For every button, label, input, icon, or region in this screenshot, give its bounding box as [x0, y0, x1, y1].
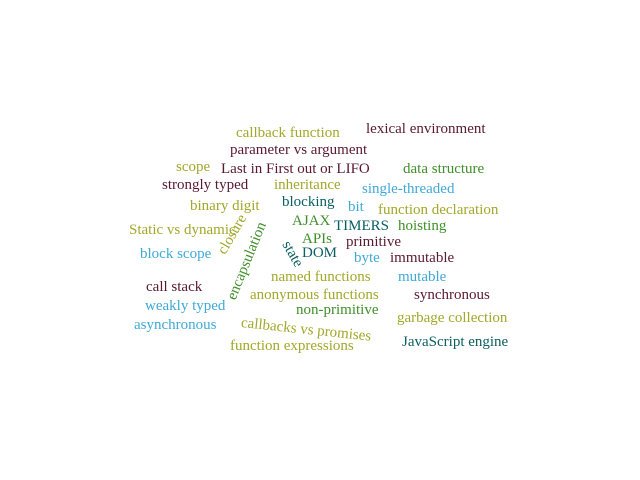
- word-parameter-vs-argument: parameter vs argument: [230, 142, 368, 158]
- word-block-scope: block scope: [140, 246, 212, 262]
- word-hoisting: hoisting: [398, 218, 447, 234]
- word-single-threaded: single-threaded: [362, 181, 455, 197]
- word-apis: APIs: [302, 231, 333, 247]
- word-ajax: AJAX: [292, 213, 331, 229]
- word-mutable: mutable: [398, 269, 447, 285]
- word-inheritance: inheritance: [274, 177, 341, 193]
- word-function-expressions: function expressions: [230, 338, 354, 354]
- word-lifo: Last in First out or LIFO: [221, 161, 370, 177]
- word-lexical-environment: lexical environment: [366, 121, 486, 137]
- word-scope: scope: [176, 159, 211, 175]
- word-garbage-collection: garbage collection: [397, 310, 508, 326]
- word-byte: byte: [354, 250, 380, 266]
- word-non-primitive: non-primitive: [296, 302, 379, 318]
- word-bit: bit: [348, 199, 364, 215]
- word-synchronous: synchronous: [414, 287, 490, 303]
- word-weakly-typed: weakly typed: [145, 298, 226, 314]
- word-blocking: blocking: [282, 194, 335, 210]
- word-call-stack: call stack: [146, 279, 203, 295]
- word-static-vs-dynamic: Static vs dynamic: [129, 222, 236, 238]
- word-javascript-engine: JavaScript engine: [402, 334, 509, 350]
- word-function-declaration: function declaration: [378, 202, 499, 218]
- word-data-structure: data structure: [403, 161, 485, 177]
- word-strongly-typed: strongly typed: [162, 177, 249, 193]
- word-callback-function: callback function: [236, 125, 340, 141]
- word-timers: TIMERS: [334, 218, 390, 234]
- word-asynchronous: asynchronous: [134, 317, 217, 333]
- word-named-functions: named functions: [271, 269, 371, 285]
- word-primitive: primitive: [346, 234, 401, 250]
- word-immutable: immutable: [390, 250, 455, 266]
- word-dom: DOM: [302, 245, 338, 261]
- word-anonymous-functions: anonymous functions: [250, 287, 379, 303]
- word-binary-digit: binary digit: [190, 198, 260, 214]
